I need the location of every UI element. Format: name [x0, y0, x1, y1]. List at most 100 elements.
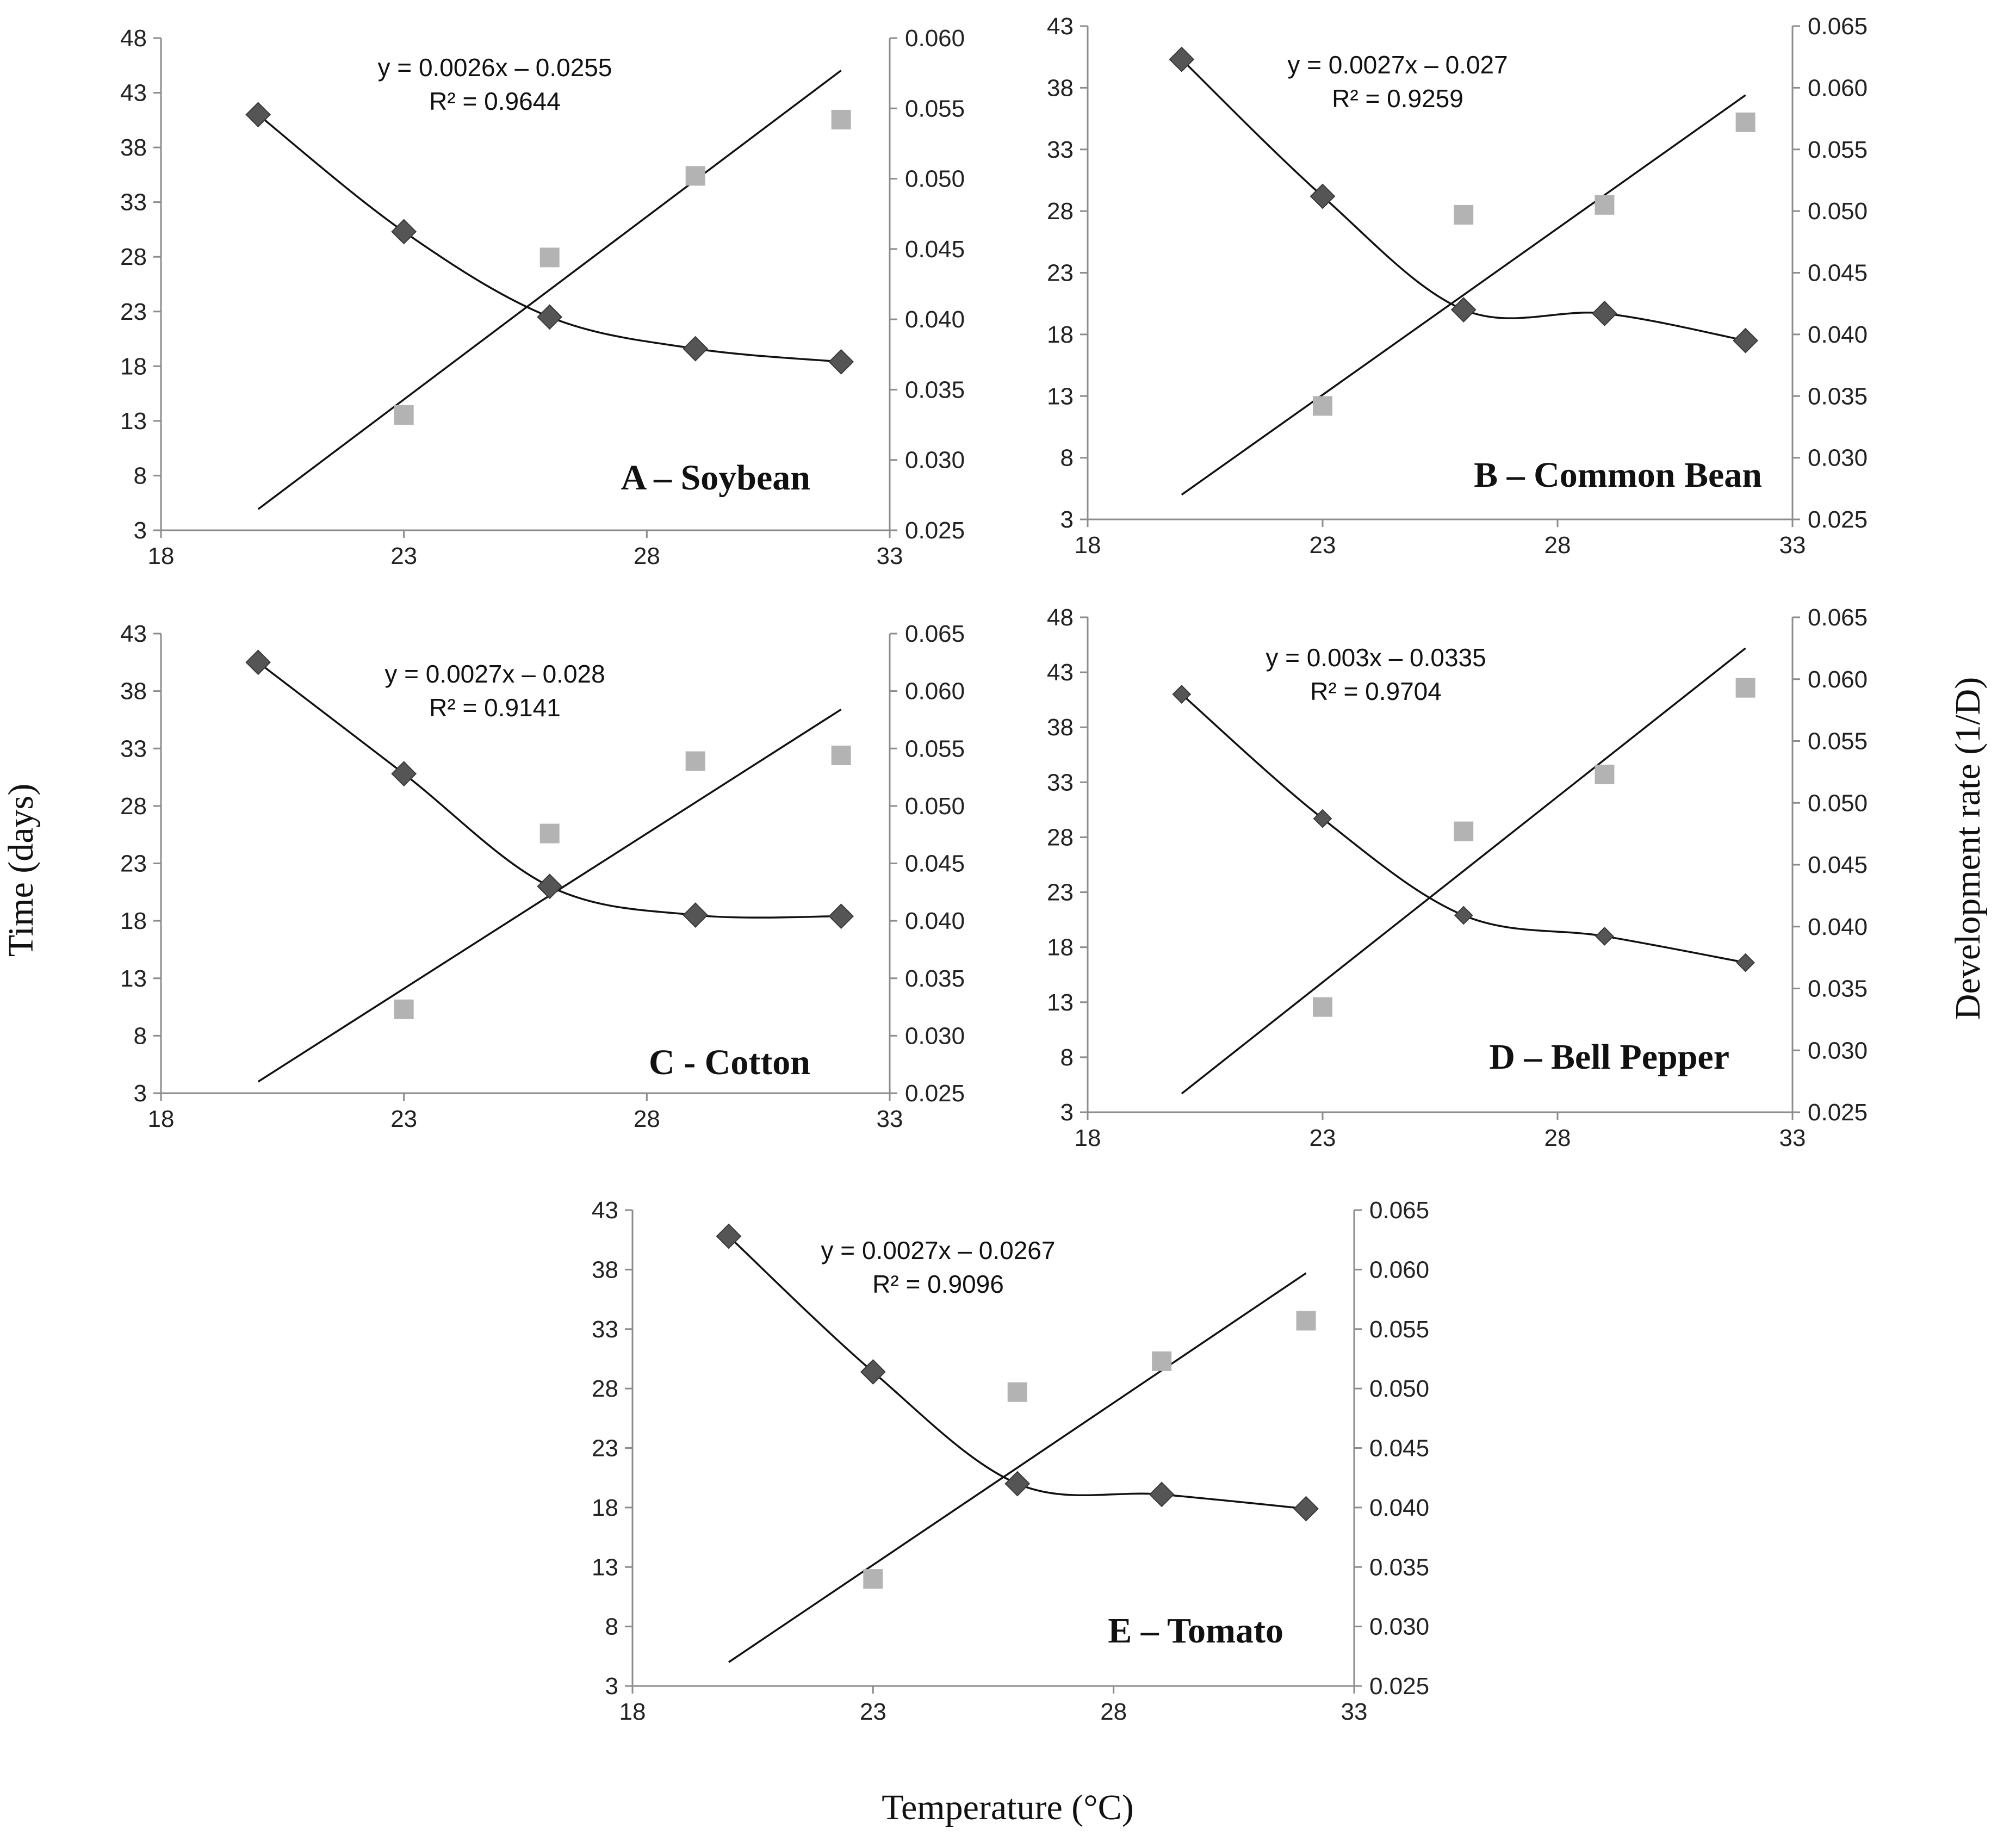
y-left-tick-label: 23 [120, 299, 147, 325]
rate-point [539, 823, 560, 844]
y-left-tick-label: 18 [592, 1495, 618, 1521]
y-left-tick-label: 38 [1047, 75, 1074, 101]
x-tick-label: 33 [1341, 1698, 1368, 1725]
chart-panel-d: 18 23 28 333813182328333843480.0250.0300.03… [1047, 604, 1868, 1151]
y-left-tick-label: 23 [120, 851, 147, 877]
x-tick-label: 23 [390, 543, 417, 569]
y-left-tick-label: 38 [592, 1256, 618, 1283]
y-right-tick-label: 0.045 [1369, 1435, 1429, 1462]
y-right-tick-label: 0.045 [1808, 260, 1868, 287]
time-point [1149, 1481, 1175, 1508]
y-left-tick-label: 38 [1047, 714, 1074, 741]
y-right-tick-label: 0.060 [905, 678, 965, 705]
y-right-tick-label: 0.060 [1808, 75, 1868, 101]
time-point [860, 1359, 886, 1385]
y-left-tick-label: 23 [592, 1435, 618, 1462]
x-tick-label: 33 [1779, 1125, 1806, 1151]
x-tick-label: 33 [877, 1106, 903, 1132]
y-right-tick-label: 0.050 [1808, 198, 1868, 225]
y-left-tick-label: 38 [120, 678, 147, 705]
y-left-tick-label: 28 [1047, 824, 1074, 851]
y-right-tick-label: 0.035 [905, 376, 965, 403]
y-right-tick-label: 0.060 [905, 25, 965, 52]
rate-point [685, 166, 705, 186]
y-right-tick-label: 0.025 [905, 517, 965, 544]
y-right-tick-label: 0.050 [905, 166, 965, 193]
time-point [1172, 685, 1192, 704]
rate-point [685, 751, 705, 771]
y-right-tick-label: 0.050 [1808, 790, 1868, 816]
y-right-tick-label: 0.040 [1808, 321, 1868, 348]
y-left-tick-label: 28 [120, 244, 147, 270]
y-right-tick-label: 0.030 [905, 1022, 965, 1049]
x-tick-label: 18 [1075, 532, 1101, 559]
regression-equation: y = 0.0026x – 0.0255 [378, 53, 612, 82]
y-right-tick-label: 0.065 [1808, 13, 1868, 40]
x-tick-label: 23 [860, 1698, 886, 1725]
y-right-tick-label: 0.035 [1808, 383, 1868, 410]
y-left-tick-label: 23 [1047, 879, 1074, 906]
regression-equation: y = 0.003x – 0.0335 [1266, 643, 1486, 672]
y-right-tick-label: 0.025 [1808, 1099, 1868, 1126]
time-point [1591, 300, 1617, 326]
y-left-tick-label: 13 [592, 1554, 618, 1580]
y-axis-title-right: Development rate (1/D) [1948, 677, 1988, 1020]
y-left-tick-label: 43 [1047, 13, 1074, 40]
x-tick-label: 28 [634, 543, 660, 569]
rate-point [831, 745, 851, 765]
panel-label: C - Cotton [649, 1043, 810, 1082]
time-point [1450, 297, 1477, 323]
y-right-tick-label: 0.055 [905, 95, 965, 122]
y-right-tick-label: 0.050 [1369, 1375, 1429, 1402]
y-right-tick-label: 0.040 [905, 908, 965, 934]
panel-label: B – Common Bean [1474, 455, 1762, 495]
rate-point [1735, 678, 1756, 698]
y-left-tick-label: 33 [120, 189, 147, 216]
r-squared-label: R² = 0.9259 [1332, 84, 1463, 113]
y-right-tick-label: 0.035 [1369, 1554, 1429, 1580]
y-right-tick-label: 0.030 [905, 447, 965, 474]
time-point [245, 102, 271, 128]
time-point [245, 649, 271, 675]
panel-label: E – Tomato [1108, 1611, 1283, 1651]
y-left-tick-label: 3 [134, 1080, 147, 1107]
time-point [537, 873, 563, 900]
time-point [1004, 1471, 1031, 1497]
y-left-tick-label: 8 [134, 1022, 147, 1049]
time-point [1454, 906, 1473, 925]
time-point [828, 903, 854, 929]
y-right-tick-label: 0.025 [1369, 1673, 1429, 1700]
y-right-tick-label: 0.055 [905, 735, 965, 762]
regression-equation: y = 0.0027x – 0.028 [384, 660, 605, 688]
y-left-tick-label: 8 [1060, 1044, 1074, 1071]
time-point [1169, 46, 1195, 72]
y-left-tick-label: 3 [134, 517, 147, 544]
y-left-tick-label: 3 [1060, 1099, 1074, 1126]
x-axis-title: Temperature (°C) [882, 1788, 1133, 1827]
x-tick-label: 23 [1310, 1125, 1336, 1151]
rate-point [1454, 821, 1474, 841]
rate-trendline [728, 1272, 1307, 1663]
y-left-tick-label: 13 [1047, 383, 1074, 410]
y-right-tick-label: 0.060 [1808, 666, 1868, 693]
x-tick-label: 28 [634, 1106, 660, 1132]
r-squared-label: R² = 0.9141 [429, 693, 561, 722]
time-trendline [1181, 58, 1746, 342]
r-squared-label: R² = 0.9096 [872, 1270, 1004, 1298]
y-left-tick-label: 3 [605, 1673, 618, 1700]
rate-point [1454, 204, 1474, 225]
x-tick-label: 33 [1779, 532, 1806, 559]
rate-trendline [1181, 94, 1746, 496]
y-left-tick-label: 48 [120, 25, 147, 52]
y-right-tick-label: 0.040 [1369, 1495, 1429, 1521]
chart-panel-e: 18 23 28 3338131823283338430.0250.0300.0350… [592, 1197, 1429, 1725]
time-point [828, 349, 854, 375]
y-left-tick-label: 13 [1047, 989, 1074, 1016]
time-point [1313, 809, 1332, 828]
y-left-tick-label: 43 [120, 80, 147, 107]
time-point [1733, 327, 1759, 354]
y-right-tick-label: 0.045 [905, 851, 965, 877]
y-left-tick-label: 18 [1047, 934, 1074, 961]
y-left-tick-label: 13 [120, 408, 147, 435]
